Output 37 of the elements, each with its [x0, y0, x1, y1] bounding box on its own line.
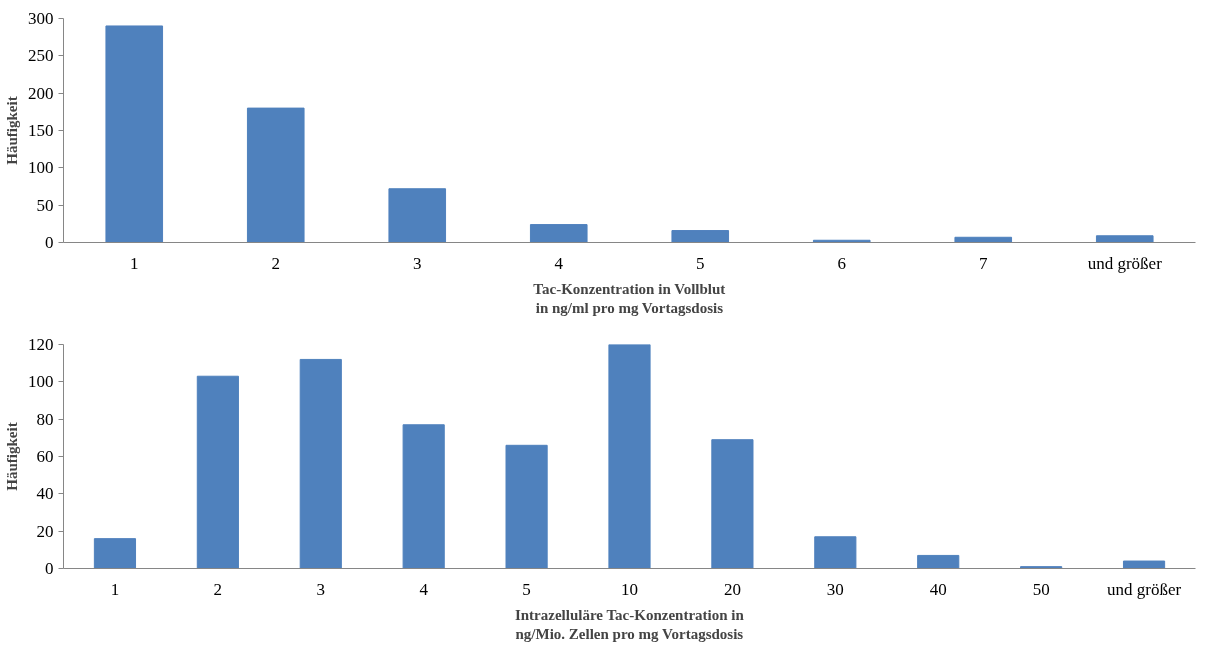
- y-tick-label: 120: [28, 335, 54, 354]
- x-tick-label: 5: [696, 253, 705, 273]
- x-tick-label: und größer: [1087, 253, 1163, 273]
- y-tick-label: 80: [36, 409, 54, 429]
- y-tick-label: 0: [45, 559, 54, 578]
- x-tick-label: 7: [979, 253, 988, 273]
- y-tick-label: 0: [45, 233, 54, 252]
- x-tick-label: 4: [554, 253, 564, 273]
- y-tick-label: 150: [28, 121, 54, 140]
- x-tick-label: 2: [271, 253, 280, 273]
- x-tick-label: 20: [723, 579, 741, 599]
- x-tick-label: 1: [110, 579, 120, 599]
- x-tick-label: 3: [316, 579, 326, 599]
- y-tick-label: 60: [36, 447, 54, 466]
- x-tick-label: 30: [826, 579, 844, 599]
- y-tick-label: 50: [36, 195, 54, 215]
- y-axis-title: Häufigkeit: [4, 96, 20, 165]
- x-axis-title: Intrazelluläre Tac-Konzentration in ng/Mio. Zellen pro mg Vortagsdosis: [514, 606, 745, 642]
- x-tick-label: 10: [621, 579, 638, 599]
- x-tick-label: 1: [130, 253, 139, 273]
- x-tick-label: 50: [1032, 579, 1050, 599]
- y-tick-label: 200: [28, 83, 54, 103]
- x-tick-label: 3: [413, 253, 422, 273]
- x-tick-label: und größer: [1106, 579, 1182, 599]
- y-tick-label: 250: [28, 46, 54, 66]
- x-tick-label: 6: [837, 253, 846, 273]
- y-tick-label: 300: [28, 9, 54, 28]
- x-tick-label: 5: [522, 579, 531, 599]
- x-tick-label: 4: [419, 579, 429, 599]
- y-axis-title: Häufigkeit: [4, 422, 20, 491]
- x-axis-title: Tac-Konzentration in Vollblut in ng/ml pro mg Vortagsdosis: [533, 280, 726, 316]
- y-tick-label: 20: [36, 521, 54, 541]
- x-tick-label: 40: [929, 579, 947, 599]
- y-tick-label: 100: [28, 372, 54, 392]
- y-tick-label: 40: [36, 484, 54, 504]
- x-tick-label: 2: [213, 579, 223, 599]
- y-tick-label: 100: [28, 158, 54, 178]
